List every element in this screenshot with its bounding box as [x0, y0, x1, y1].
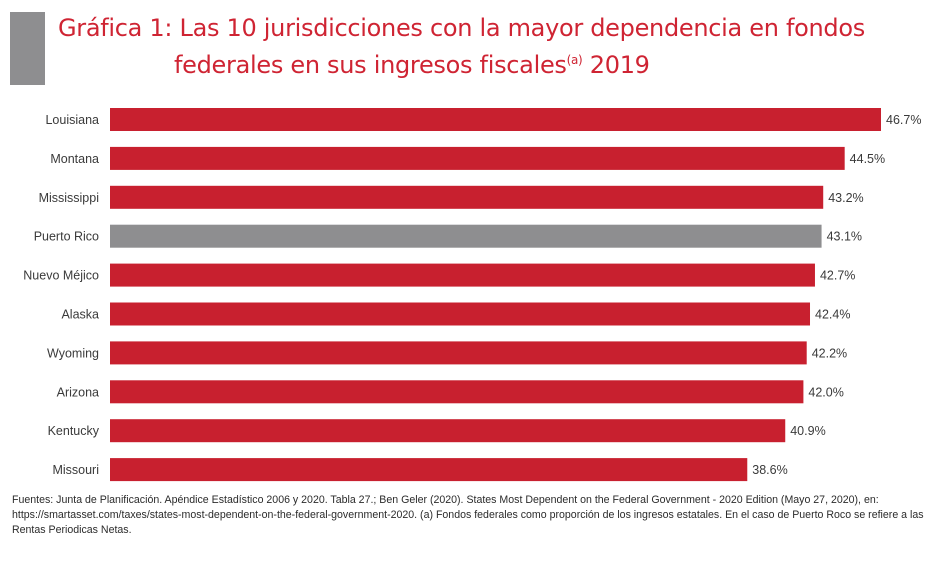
title-accent-block	[10, 12, 45, 85]
value-label-montana: 44.5%	[850, 152, 885, 166]
category-label-wyoming: Wyoming	[47, 346, 99, 360]
chart-title-superscript: (a)	[566, 53, 583, 67]
value-label-arizona: 42.0%	[808, 385, 843, 399]
bar-arizona	[110, 380, 804, 404]
value-label-missouri: 38.6%	[752, 463, 787, 477]
value-label-louisiana: 46.7%	[886, 113, 921, 127]
chart-title: Gráfica 1: Las 10 jurisdicciones con la …	[58, 12, 918, 81]
value-label-nuevo-mejico: 42.7%	[820, 269, 855, 283]
chart-title-line1: Gráfica 1: Las 10 jurisdicciones con la …	[58, 14, 865, 42]
category-label-louisiana: Louisiana	[45, 113, 99, 127]
category-label-nuevo-mejico: Nuevo Méjico	[23, 269, 99, 283]
bar-nuevo-mejico	[110, 263, 815, 287]
category-label-arizona: Arizona	[57, 385, 99, 399]
bar-mississippi	[110, 185, 824, 209]
value-label-wyoming: 42.2%	[812, 346, 847, 360]
value-label-puerto-rico: 43.1%	[827, 230, 862, 244]
bar-alaska	[110, 302, 811, 326]
category-label-missouri: Missouri	[52, 463, 99, 477]
category-label-kentucky: Kentucky	[48, 424, 100, 438]
value-label-alaska: 42.4%	[815, 308, 850, 322]
value-label-kentucky: 40.9%	[790, 424, 825, 438]
bar-puerto-rico	[110, 224, 822, 248]
category-label-alaska: Alaska	[61, 308, 99, 322]
chart-footnote: Fuentes: Junta de Planificación. Apéndic…	[12, 494, 924, 536]
bar-chart: Louisiana 46.7% Montana 44.5% Mississippi 43.…	[23, 108, 921, 482]
category-label-mississippi: Mississippi	[39, 191, 99, 205]
chart-title-line2-text: federales en sus ingresos fiscales	[174, 51, 567, 79]
value-label-mississippi: 43.2%	[828, 191, 863, 205]
bar-kentucky	[110, 419, 786, 443]
bar-missouri	[110, 458, 748, 482]
chart-title-line2: federales en sus ingresos fiscales(a) 20…	[58, 44, 918, 81]
category-label-montana: Montana	[50, 152, 99, 166]
bar-montana	[110, 146, 845, 170]
chart-title-year: 2019	[582, 51, 650, 79]
bar-louisiana	[110, 108, 881, 131]
category-label-puerto-rico: Puerto Rico	[34, 230, 99, 244]
bar-wyoming	[110, 341, 807, 365]
